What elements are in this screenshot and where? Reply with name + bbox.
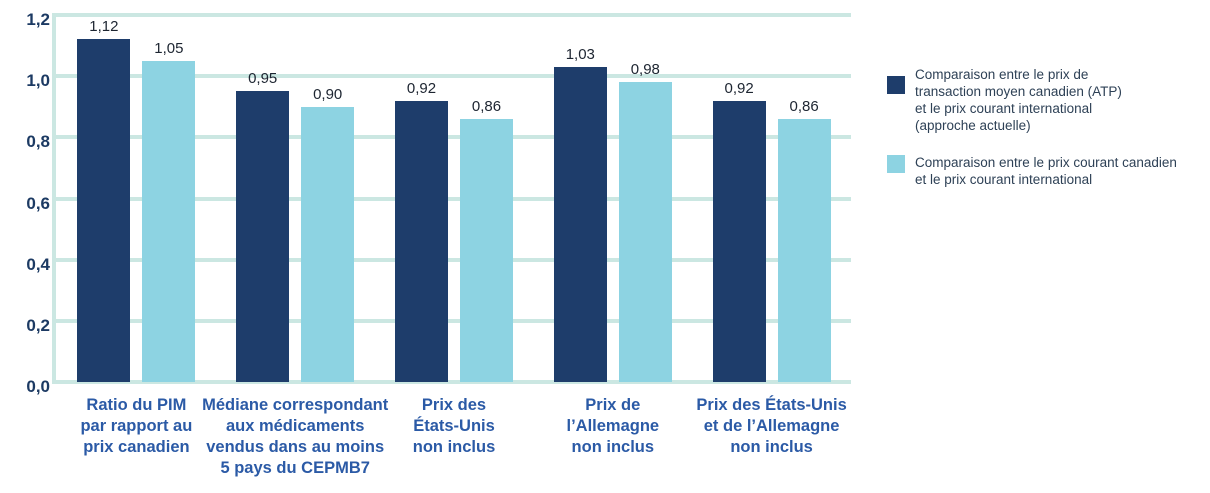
bar-series2	[460, 118, 513, 382]
legend-item-atp-comparison: Comparaison entre le prix de transaction…	[887, 66, 1177, 134]
y-axis-tick-label: 1,2	[26, 10, 50, 29]
bar-series1	[553, 66, 607, 382]
bar-value-label: 0,90	[313, 85, 343, 103]
bar-value-label: 0,95	[248, 70, 278, 88]
gridline	[52, 318, 851, 323]
bar-series2	[301, 106, 355, 382]
bar-series2	[618, 82, 672, 382]
bar-value-label: 1,12	[89, 18, 119, 36]
legend-item-list-price-comparison: Comparaison entre le prix courant canadi…	[887, 154, 1177, 188]
bar-value-label: 1,03	[565, 45, 595, 63]
legend-swatch-series1	[887, 76, 905, 94]
gridline	[52, 135, 851, 140]
y-axis-tick-label: 1,0	[26, 71, 50, 91]
y-axis-tick-label: 0,6	[26, 193, 50, 213]
bar-series1	[77, 39, 131, 382]
bar-value-label: 0,98	[630, 61, 660, 79]
bar-value-label: 0,92	[724, 79, 754, 97]
x-axis-category-label: Médiane correspondant aux médicaments ve…	[202, 396, 389, 477]
bar-value-label: 0,92	[406, 79, 437, 97]
legend-label-series2: Comparaison entre le prix courant canadi…	[915, 155, 1177, 187]
bar-value-label: 0,86	[471, 97, 502, 115]
x-axis-category-label: Prix de l’Allemagne non inclus	[566, 396, 660, 456]
x-axis-category-label: Ratio du PIM par rapport au prix canadie…	[80, 396, 193, 456]
gridline	[52, 74, 851, 79]
y-axis-tick-label: 0,8	[26, 132, 50, 152]
legend-swatch-series2	[887, 155, 905, 173]
gridline	[52, 257, 851, 262]
bar-series1	[236, 91, 290, 382]
bar-value-label: 0,86	[789, 97, 819, 115]
bar-series1	[395, 100, 448, 382]
y-axis-tick-label: 0,0	[26, 377, 50, 396]
gridline	[52, 380, 851, 384]
bar-series2	[142, 60, 196, 382]
bar-value-label: 1,05	[154, 39, 184, 57]
bar-series2	[777, 118, 831, 382]
x-axis-category-label: Prix des États-Unis et de l’Allemagne no…	[696, 396, 847, 456]
y-axis-tick-label: 0,2	[26, 315, 50, 335]
gridline	[52, 13, 851, 17]
y-axis-tick-label: 0,4	[26, 254, 50, 274]
chart-legend: Comparaison entre le prix de transaction…	[887, 66, 1177, 188]
legend-label-series1: Comparaison entre le prix de transaction…	[915, 67, 1122, 133]
x-axis-category-label: Prix des États-Unis non inclus	[412, 396, 496, 456]
gridline	[52, 196, 851, 201]
bar-series1	[712, 100, 766, 382]
